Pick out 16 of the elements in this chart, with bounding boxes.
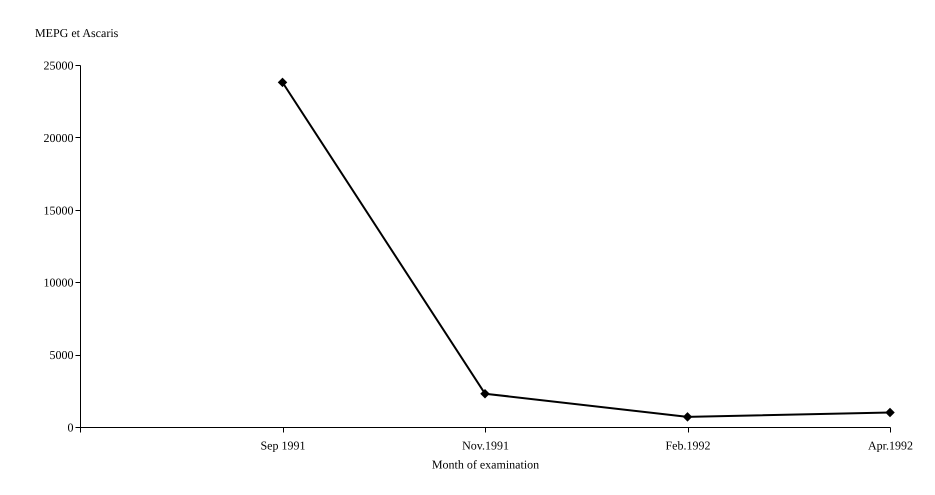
- point: [480, 388, 490, 398]
- y-axis-title: MEPG et Ascaris: [35, 26, 119, 40]
- x-tick-label: Nov.1991: [462, 438, 509, 452]
- point: [278, 78, 288, 88]
- point: [885, 408, 895, 418]
- y-tick-label: 5000: [50, 348, 74, 362]
- y-tick-label: 25000: [44, 58, 74, 72]
- x-axis-title: Month of examination: [432, 458, 540, 472]
- x-tick-label: Feb.1992: [666, 438, 710, 452]
- y-tick-label: 20000: [44, 130, 74, 145]
- x-tick-label: Apr.1992: [868, 438, 913, 452]
- y-tick-label: 0: [68, 420, 74, 434]
- x-tick-label: Sep 1991: [260, 438, 306, 452]
- y-tick-label: 10000: [44, 276, 74, 290]
- y-tick-label: 15000: [44, 203, 74, 218]
- point: [682, 412, 692, 422]
